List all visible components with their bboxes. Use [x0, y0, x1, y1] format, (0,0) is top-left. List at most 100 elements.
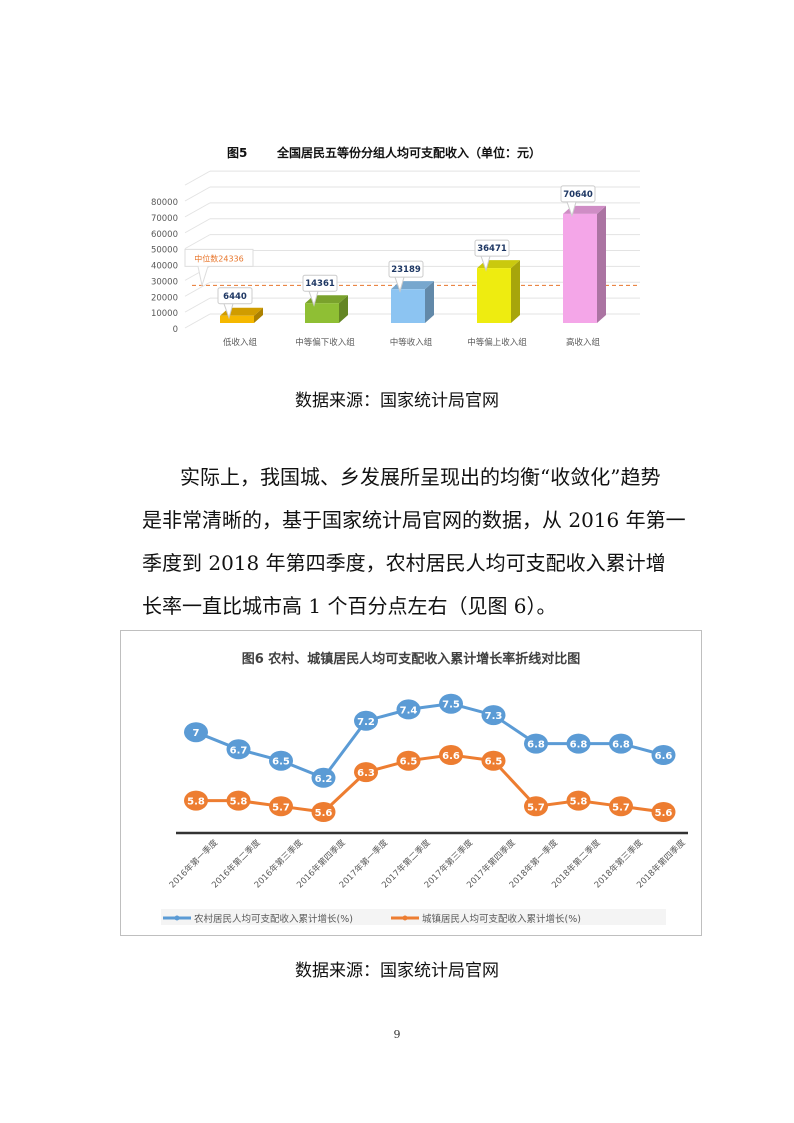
x-category-label: 高收入组 — [566, 337, 601, 348]
bar-front — [563, 213, 597, 323]
gridline-depth — [184, 313, 211, 329]
y-tick-label: 0 — [173, 325, 178, 335]
series-line — [195, 702, 664, 780]
bar-value-label: 36471 — [477, 244, 507, 254]
gridline-depth — [184, 218, 211, 234]
bar: 70640 高收入组 — [560, 185, 606, 348]
data-point-label: 7 — [193, 728, 200, 739]
data-point — [396, 699, 421, 720]
data-point — [269, 750, 293, 771]
data-point-label: 5.7 — [612, 802, 630, 813]
data-point — [609, 796, 633, 817]
data-point-label: 6.3 — [357, 768, 375, 779]
bar-front — [305, 303, 339, 323]
data-point — [481, 750, 506, 771]
bar-value-label: 70640 — [563, 190, 593, 200]
data-point-label: 5.6 — [315, 808, 333, 819]
y-tick-label: 60000 — [151, 230, 178, 240]
data-point — [226, 739, 251, 760]
bar-callout-pointer — [308, 291, 319, 307]
y-tick-label: 20000 — [151, 293, 178, 303]
data-point-label: 5.7 — [272, 802, 290, 813]
bar-side — [511, 260, 520, 323]
bar: 23189 中等收入组 — [388, 260, 434, 348]
bar-front — [220, 315, 254, 323]
data-point — [396, 750, 421, 771]
data-point-label: 6.6 — [442, 751, 460, 762]
data-point-label: 6.5 — [485, 757, 503, 768]
bar-callout-pointer — [566, 201, 577, 218]
data-point — [439, 693, 463, 714]
data-point — [311, 802, 336, 822]
data-point — [651, 745, 676, 765]
bar-callout-pointer — [223, 303, 234, 320]
data-point-label: 7.3 — [485, 711, 503, 722]
x-category-label: 中等偏上收入组 — [467, 337, 527, 348]
figure5-title: 全国居民五等份分组人均可支配收入（单位：元） — [276, 145, 541, 160]
data-point-label: 6.8 — [612, 740, 630, 751]
median-label: 中位数24336 — [194, 253, 243, 263]
bar-side — [339, 295, 348, 323]
x-category-label: 低收入组 — [223, 337, 258, 348]
gridline-depth — [184, 297, 211, 313]
data-point-label: 7.2 — [357, 717, 375, 728]
figure5-number: 图5 — [227, 146, 247, 160]
data-point-label: 5.8 — [187, 797, 205, 808]
figure6-line-chart: 图6 农村、城镇居民人均可支配收入累计增长率折线对比图 7 6.7 6.5 6.2 7.… — [161, 651, 688, 925]
legend-label: 城镇居民人均可支配收入累计增长(%) — [422, 913, 581, 925]
data-point-label: 6.8 — [527, 740, 545, 751]
data-point — [269, 796, 293, 817]
bar-front — [391, 289, 425, 323]
bar-callout — [302, 274, 338, 292]
y-tick-label: 10000 — [151, 309, 178, 319]
gridline-depth — [184, 170, 211, 186]
series-line — [196, 753, 664, 814]
page-number: 9 — [393, 1028, 401, 1041]
median-callout-pointer — [197, 266, 209, 288]
bar-callout-pointer — [394, 277, 405, 293]
data-point-label: 5.8 — [230, 797, 248, 808]
data-point — [651, 802, 676, 822]
data-point-label: 6.2 — [315, 774, 333, 785]
y-tick-label: 30000 — [151, 277, 178, 287]
paragraph-line: 是非常清晰的，基于国家统计局官网的数据，从 2016 年第一 — [142, 508, 686, 532]
data-point — [311, 767, 336, 788]
data-point-label: 6.5 — [400, 757, 418, 768]
gridline-depth — [184, 234, 211, 250]
x-category-label: 中等收入组 — [390, 337, 433, 348]
bar-side — [597, 205, 606, 323]
legend-item: 农村居民人均可支配收入累计增长(%) — [163, 913, 353, 925]
bar-callout — [474, 239, 510, 257]
data-point-label: 6.6 — [655, 751, 673, 762]
data-point — [354, 762, 378, 783]
data-point-label: 7.4 — [400, 705, 418, 716]
data-point — [184, 722, 208, 743]
y-tick-label: 50000 — [151, 246, 178, 256]
data-point — [226, 790, 251, 811]
data-point — [524, 796, 548, 817]
legend-item: 城镇居民人均可支配收入累计增长(%) — [391, 913, 581, 925]
bar-callout — [388, 260, 424, 278]
data-point — [184, 790, 208, 811]
data-point-label: 5.8 — [570, 797, 588, 808]
body-paragraph: 实际上，我国城、乡发展所呈现出的均衡“收敛化”趋势 是非常清晰的，基于国家统计局… — [142, 456, 686, 628]
data-point — [481, 705, 506, 726]
figure6-chart-frame: 图6 农村、城镇居民人均可支配收入累计增长率折线对比图 7 6.7 6.5 6.2 7.… — [120, 630, 702, 936]
paragraph-line: 实际上，我国城、乡发展所呈现出的均衡“收敛化”趋势 — [180, 465, 661, 489]
paragraph-line: 长率一直比城市高 1 个百分点左右（见图 6）。 — [142, 594, 557, 618]
bar-callout — [560, 185, 596, 203]
legend-marker-icon — [402, 915, 408, 921]
median-callout — [184, 248, 254, 267]
data-point-label: 5.6 — [655, 808, 673, 819]
bar: 36471 中等偏上收入组 — [467, 239, 527, 348]
figure5-source: 数据来源：国家统计局官网 — [295, 391, 499, 411]
data-point-label: 7.5 — [442, 700, 460, 711]
data-point-label: 6.5 — [272, 757, 290, 768]
y-tick-label: 40000 — [151, 262, 178, 272]
data-point-label: 5.7 — [527, 802, 545, 813]
bar-side — [254, 307, 263, 323]
legend-marker-icon — [174, 915, 180, 921]
data-point — [524, 733, 548, 754]
bar-callout — [217, 287, 253, 305]
data-point — [566, 790, 591, 811]
